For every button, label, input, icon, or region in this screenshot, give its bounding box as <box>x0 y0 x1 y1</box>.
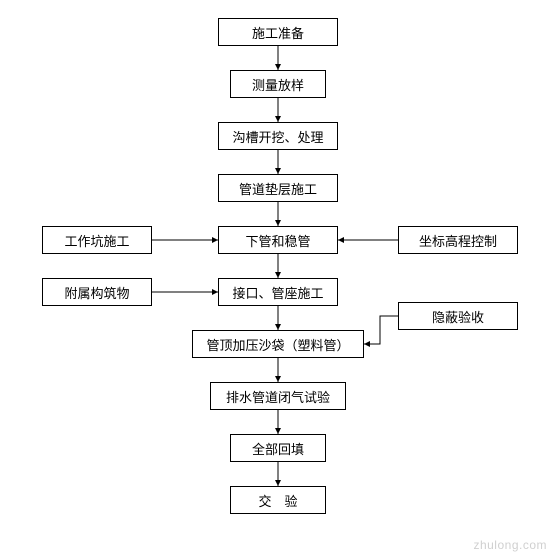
flowchart-node-n6R: 隐蔽验收 <box>398 302 518 330</box>
flowchart-node-n7: 管顶加压沙袋（塑料管） <box>192 330 364 358</box>
flowchart-node-n3: 沟槽开挖、处理 <box>218 122 338 150</box>
flowchart-node-n10: 交 验 <box>230 486 326 514</box>
flowchart-edge <box>364 316 398 344</box>
flowchart-node-n9: 全部回填 <box>230 434 326 462</box>
flowchart-node-n5L: 工作坑施工 <box>42 226 152 254</box>
flowchart-node-n8: 排水管道闭气试验 <box>210 382 346 410</box>
flowchart-node-n5: 下管和稳管 <box>218 226 338 254</box>
flowchart-node-n1: 施工准备 <box>218 18 338 46</box>
watermark-text: zhulong.com <box>473 538 547 552</box>
flowchart-node-n5R: 坐标高程控制 <box>398 226 518 254</box>
flowchart-node-n2: 测量放样 <box>230 70 326 98</box>
flowchart-node-n6: 接口、管座施工 <box>218 278 338 306</box>
flowchart-node-n6L: 附属构筑物 <box>42 278 152 306</box>
flowchart-node-n4: 管道垫层施工 <box>218 174 338 202</box>
